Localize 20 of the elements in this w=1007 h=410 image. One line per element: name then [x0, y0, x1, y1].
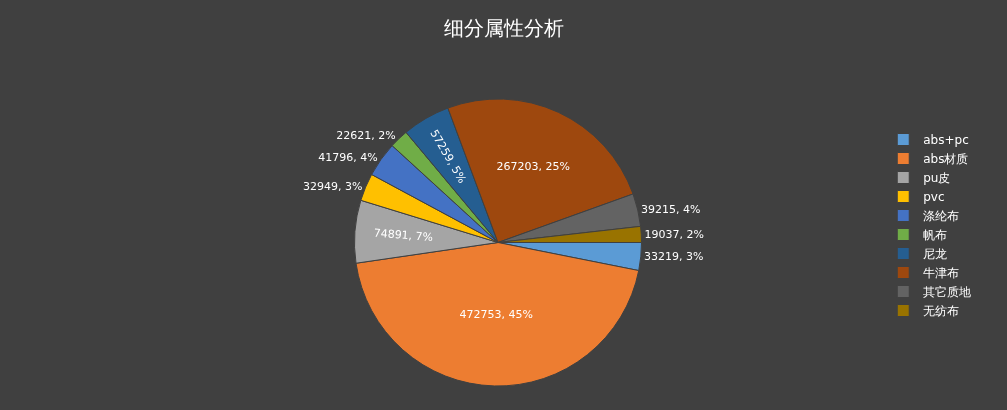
legend-label: pvc — [923, 190, 945, 205]
legend-label: 无纺布 — [923, 304, 960, 319]
data-label: 41796, 4% — [318, 150, 378, 164]
data-label: 19037, 2% — [644, 227, 704, 241]
legend-label: abs+pc — [923, 133, 969, 148]
data-label: 74891, 7% — [373, 226, 434, 244]
legend-label: abs材质 — [923, 152, 969, 167]
legend-label: 涤纶布 — [923, 209, 960, 224]
data-label: 39215, 4% — [641, 203, 701, 217]
legend-label: pu皮 — [923, 171, 951, 186]
legend-label: 其它质地 — [923, 285, 972, 300]
chart-title: 细分属性分析 — [443, 15, 564, 40]
data-label: 22621, 2% — [336, 128, 396, 142]
data-label: 267203, 25% — [496, 159, 571, 173]
data-label: 32949, 3% — [302, 179, 363, 193]
legend-label: 帆布 — [923, 228, 948, 243]
legend-label: 尼龙 — [923, 247, 948, 262]
data-label: 472753, 45% — [459, 308, 533, 322]
data-label: 33219, 3% — [644, 250, 704, 264]
legend-label: 牛津布 — [923, 266, 960, 281]
